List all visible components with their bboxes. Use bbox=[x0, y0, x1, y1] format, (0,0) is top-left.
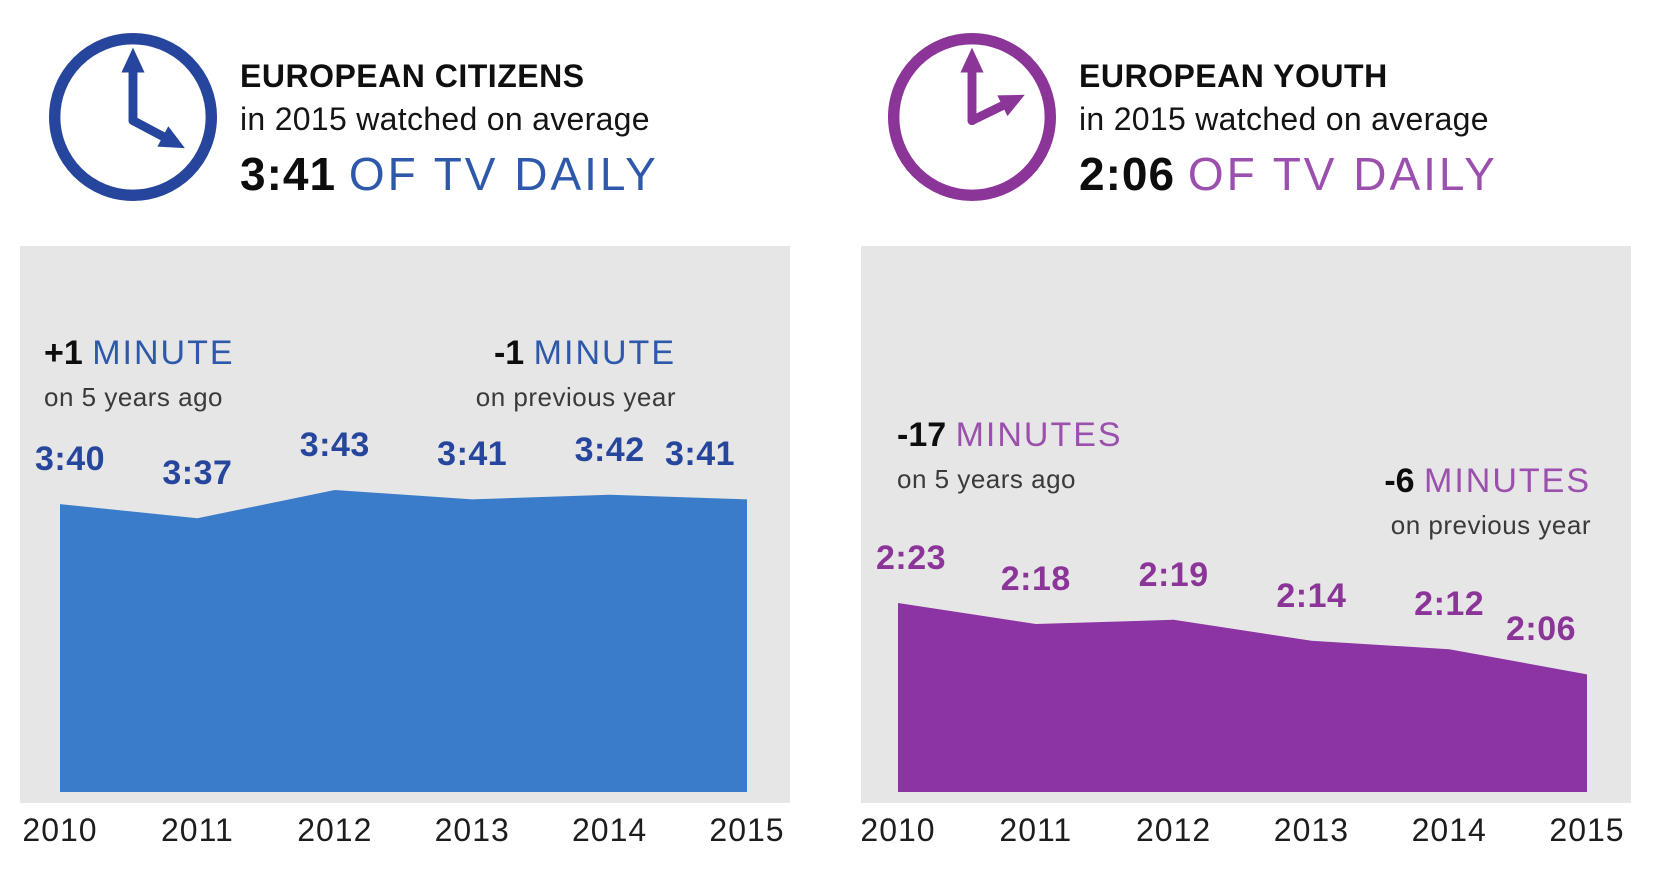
annotation-5-years: +1 MINUTE on 5 years ago bbox=[44, 334, 235, 413]
x-axis: 2010 2011 2012 2013 2014 2015 bbox=[860, 812, 1631, 856]
annotation-unit: MINUTES bbox=[1424, 462, 1591, 500]
axis-year-label: 2010 bbox=[22, 812, 98, 848]
annotation-caption: on previous year bbox=[1390, 510, 1591, 540]
x-axis: 2010 2011 2012 2013 2014 2015 bbox=[20, 812, 790, 856]
headline-suffix: OF TV DAILY bbox=[348, 148, 659, 200]
data-label: 2:12 bbox=[1414, 585, 1485, 624]
headline-stat: 3:41 OF TV DAILY bbox=[240, 147, 659, 201]
data-label: 3:41 bbox=[437, 435, 508, 474]
clock-icon bbox=[887, 32, 1057, 202]
data-labels: 3:40 3:37 3:43 3:41 3:42 3:41 bbox=[20, 246, 790, 803]
headline-value: 3:41 bbox=[240, 148, 337, 200]
axis-year-label: 2015 bbox=[709, 812, 785, 848]
annotation-previous-year: -6 MINUTES on previous year bbox=[1384, 462, 1591, 541]
annotation-caption: on 5 years ago bbox=[897, 464, 1077, 494]
axis-year-label: 2012 bbox=[297, 812, 373, 848]
area-chart bbox=[60, 490, 747, 792]
axis-year-label: 2013 bbox=[434, 812, 510, 848]
data-label: 2:14 bbox=[1276, 576, 1347, 615]
chart-panel: 3:40 3:37 3:43 3:41 3:42 3:41 +1 MINUTE on 5 … bbox=[20, 246, 790, 803]
headline-suffix: OF TV DAILY bbox=[1187, 148, 1498, 200]
annotation-value: -17 bbox=[897, 416, 947, 454]
annotation-value: -6 bbox=[1384, 462, 1415, 500]
annotation-caption: on previous year bbox=[475, 382, 676, 412]
axis-year-label: 2011 bbox=[999, 812, 1073, 848]
annotation-5-years: -17 MINUTES on 5 years ago bbox=[897, 416, 1123, 495]
section-title: EUROPEAN YOUTH bbox=[1079, 58, 1388, 94]
axis-year-label: 2013 bbox=[1273, 812, 1349, 848]
clock-hour-hand bbox=[967, 94, 1025, 126]
annotation-previous-year: -1 MINUTE on previous year bbox=[476, 334, 676, 413]
axis-year-label: 2014 bbox=[1411, 812, 1487, 848]
annotation-value: -1 bbox=[493, 334, 525, 372]
area-series bbox=[898, 603, 1587, 792]
data-label: 3:42 bbox=[574, 430, 645, 469]
headline-stat: 2:06 OF TV DAILY bbox=[1079, 147, 1498, 201]
section-european-youth: EUROPEAN YOUTH in 2015 watched on averag… bbox=[839, 0, 1677, 871]
data-label: 3:43 bbox=[299, 426, 370, 464]
clock-minute-hand bbox=[121, 47, 145, 126]
axis-year-label: 2014 bbox=[572, 812, 648, 848]
data-label: 3:41 bbox=[664, 435, 736, 474]
data-label: 2:18 bbox=[1000, 560, 1071, 598]
annotation-unit: MINUTE bbox=[533, 334, 676, 372]
section-title: EUROPEAN CITIZENS bbox=[240, 58, 585, 94]
clock-hour-hand bbox=[128, 116, 185, 149]
clock-minute-hand bbox=[960, 47, 984, 126]
headline-value: 2:06 bbox=[1079, 148, 1176, 200]
section-subtitle: in 2015 watched on average bbox=[1079, 101, 1489, 137]
annotation-unit: MINUTES bbox=[955, 416, 1123, 454]
data-label: 2:06 bbox=[1505, 610, 1577, 649]
section-subtitle: in 2015 watched on average bbox=[240, 101, 650, 137]
section-header: EUROPEAN CITIZENS in 2015 watched on ave… bbox=[240, 58, 659, 201]
area-series bbox=[60, 490, 747, 792]
data-labels: 2:23 2:18 2:19 2:14 2:12 2:06 bbox=[861, 246, 1631, 803]
data-label: 3:37 bbox=[162, 454, 233, 493]
area-chart bbox=[898, 603, 1587, 792]
clock-icon bbox=[48, 32, 218, 202]
axis-year-label: 2011 bbox=[160, 812, 234, 848]
annotation-caption: on 5 years ago bbox=[44, 382, 224, 412]
annotation-value: +1 bbox=[44, 334, 83, 372]
axis-year-label: 2012 bbox=[1136, 812, 1212, 848]
section-header: EUROPEAN YOUTH in 2015 watched on averag… bbox=[1079, 58, 1498, 201]
section-european-citizens: EUROPEAN CITIZENS in 2015 watched on ave… bbox=[0, 0, 838, 871]
chart-panel: 2:23 2:18 2:19 2:14 2:12 2:06 -17 MINUTES on … bbox=[861, 246, 1631, 803]
axis-year-label: 2010 bbox=[860, 812, 936, 848]
axis-year-label: 2015 bbox=[1549, 812, 1625, 848]
annotation-unit: MINUTE bbox=[92, 334, 235, 372]
data-label: 2:19 bbox=[1138, 555, 1209, 594]
data-label: 2:23 bbox=[875, 539, 947, 577]
data-label: 3:40 bbox=[34, 440, 106, 479]
